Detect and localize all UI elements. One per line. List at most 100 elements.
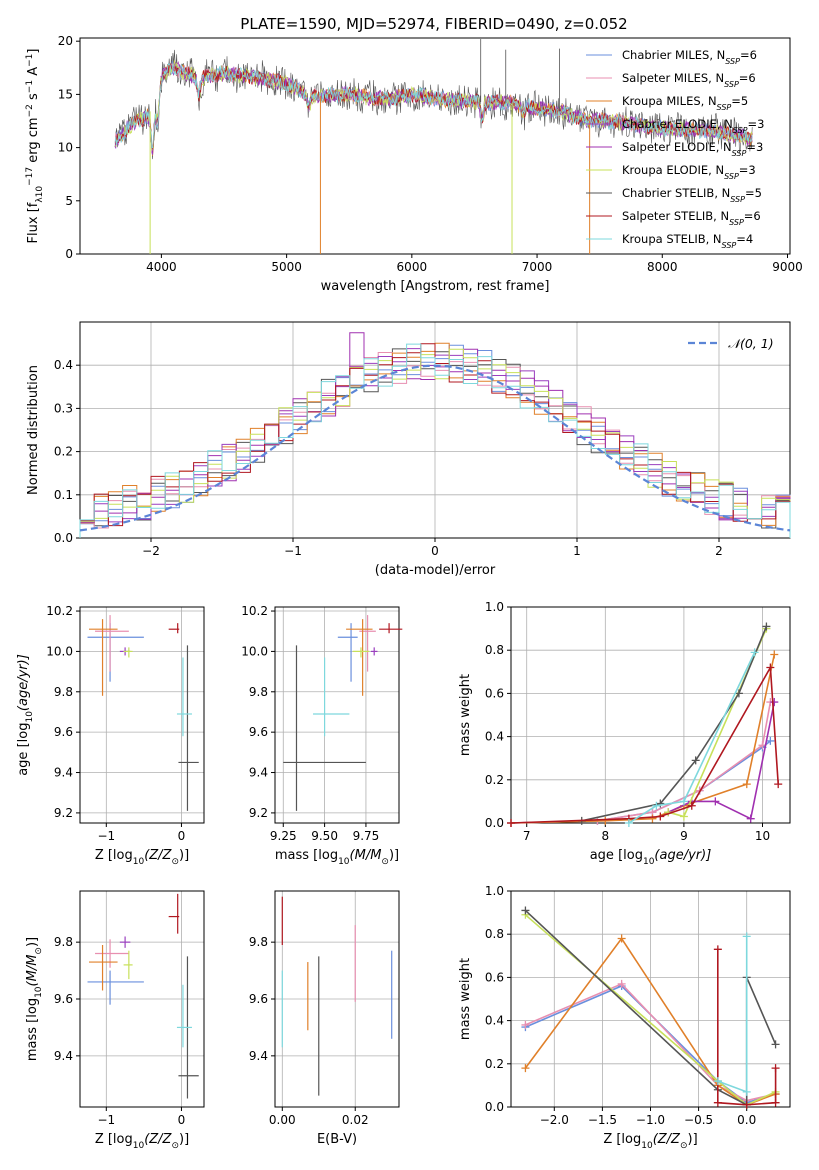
mass-weight-line-8	[628, 652, 756, 824]
x-axis-label-part: mass [log	[275, 848, 338, 863]
x-axis-label-part: ⊙	[680, 1141, 688, 1151]
legend-subscript: SSP	[733, 126, 748, 135]
y-tick-label: 9.6	[54, 725, 73, 739]
y-tick-label: 10.2	[46, 604, 73, 618]
x-axis-label-part: (M/M	[350, 848, 382, 863]
x-axis-label-part: 10	[133, 1141, 145, 1151]
x-axis-label-part: 10	[338, 857, 350, 867]
legend-subscript: SSP	[730, 195, 745, 204]
legend-nssp: =5	[745, 186, 762, 200]
mass-weight-marker-7	[771, 1064, 780, 1073]
legend-subscript: SSP	[717, 103, 732, 112]
mass-weight-marker-6	[734, 689, 743, 698]
y-axis-label-part: 10	[35, 186, 45, 198]
mass-weight-marker-4	[711, 797, 720, 806]
y-axis-label: mass weight	[458, 674, 473, 756]
y-tick-label: 0.1	[54, 488, 73, 502]
legend-model-name: Salpeter STELIB, N	[622, 209, 729, 223]
x-axis-label-part: Z [log	[603, 1132, 641, 1147]
x-tick-label: 9.75	[353, 829, 380, 843]
y-tick-label: 0.8	[485, 643, 504, 657]
y-tick-label: 9.8	[54, 935, 73, 949]
y-tick-label: 0.4	[54, 358, 73, 372]
legend-subscript: SSP	[724, 172, 739, 181]
y-axis-label-part: s	[26, 93, 41, 104]
y-axis-label: age [log10(age/yr)]	[16, 654, 35, 776]
mass-weight-marker-2	[742, 780, 751, 789]
x-axis-label-part: )]	[688, 1132, 698, 1147]
x-tick-label: 0	[178, 829, 186, 843]
mass-weight-marker-4	[770, 698, 779, 707]
legend-model-name: Chabrier ELODIE, N	[622, 117, 733, 131]
legend-nssp: =3	[748, 117, 765, 131]
y-axis-label-part: mass [log	[25, 998, 40, 1061]
y-axis-label: Flux [fλ10−17 erg cm−2 s−1 A−1]	[25, 49, 45, 244]
x-tick-label: −1.5	[588, 1113, 617, 1127]
legend-model-name: Salpeter ELODIE, N	[622, 140, 732, 154]
axes-frame	[274, 606, 400, 824]
y-tick-label: 9.4	[54, 766, 73, 780]
figure-title: PLATE=1590, MJD=52974, FIBERID=0490, z=0…	[240, 15, 627, 33]
y-tick-label: 9.2	[54, 806, 73, 820]
mass-weight-line-5	[524, 914, 776, 1106]
y-axis-label-part: (M/M	[25, 955, 40, 987]
mass-weight-marker-8	[713, 1077, 722, 1086]
mass-weight-marker-2	[648, 814, 657, 823]
y-tick-label: 10.0	[46, 644, 73, 658]
mass-weight-line-7	[510, 664, 779, 824]
y-tick-label: 9.6	[249, 725, 268, 739]
y-tick-label: 15	[58, 87, 73, 101]
x-axis-label-part: (Z/Z	[144, 1132, 172, 1147]
legend-entry-4: Salpeter ELODIE, NSSP=3	[622, 140, 763, 158]
mass-weight-marker-5	[679, 812, 688, 821]
mass-weight-line-2	[510, 654, 776, 824]
y-axis-label-part: age [log	[16, 723, 31, 776]
y-tick-label: 20	[58, 34, 73, 48]
x-axis-label: Z [log10(Z/Z⊙)]	[95, 848, 189, 867]
y-tick-label: 0.2	[54, 445, 73, 459]
x-axis-label: Z [log10(Z/Z⊙)]	[603, 1132, 697, 1151]
x-tick-label: 0	[431, 544, 439, 558]
legend-entry-5: Kroupa ELODIE, NSSP=3	[622, 163, 756, 181]
y-axis-label-part: erg cm	[26, 117, 41, 166]
legend-model-name: Kroupa STELIB, N	[622, 232, 722, 246]
spectrum-panel: 4000 5000 6000 7000 8000 9000 0 5 10 15 20 waveleng…	[25, 34, 803, 294]
x-tick-label: 5000	[271, 260, 302, 274]
x-axis-label: mass [log10(M/M⊙)]	[275, 848, 399, 867]
legend-nssp: =3	[739, 163, 756, 177]
y-tick-label: 9.4	[54, 1049, 73, 1063]
y-tick-label: 0.0	[485, 1100, 504, 1114]
legend-entry-2: Kroupa MILES, NSSP=5	[622, 94, 748, 112]
y-tick-label: 0.6	[485, 686, 504, 700]
x-axis-label-part: )]	[179, 1132, 189, 1147]
y-axis-label-part: 10	[34, 986, 44, 998]
legend-subscript: SSP	[724, 80, 739, 89]
mass-weight-marker-8	[652, 801, 661, 810]
y-tick-label: 0.0	[485, 816, 504, 830]
x-tick-label: 8000	[647, 260, 678, 274]
x-axis-label-part: )]	[389, 848, 399, 863]
y-axis-label-part: (age/yr)]	[16, 654, 31, 711]
legend-nssp: =6	[739, 71, 756, 85]
legend-entry-3: Chabrier ELODIE, NSSP=3	[622, 117, 764, 135]
x-axis-label-part: ⊙	[381, 857, 389, 867]
x-tick-label: 9.50	[311, 829, 338, 843]
legend-entry-1: Salpeter MILES, NSSP=6	[622, 71, 756, 89]
mass-weight-marker-4	[746, 814, 755, 823]
mass-weight-marker-0	[766, 736, 775, 745]
mass-weight-line-8	[717, 936, 748, 1094]
x-tick-label: −2	[142, 544, 160, 558]
x-tick-label: 10	[755, 829, 770, 843]
x-tick-label: −1	[284, 544, 302, 558]
legend-entry-6: Chabrier STELIB, NSSP=5	[622, 186, 762, 204]
mass-weight-marker-7	[507, 819, 515, 827]
mass-weight-marker-8	[679, 797, 688, 806]
y-tick-label: 10.2	[241, 604, 268, 618]
legend-model-name: Chabrier MILES, N	[622, 48, 725, 62]
mass-weight-marker-1	[521, 1020, 530, 1029]
axes-frame	[79, 37, 791, 255]
residual-histogram-panel: −2 −1 0 1 2 0.0 0.1 0.2 0.3 0.4 (data-model)/error…	[26, 321, 791, 578]
legend-nssp: =5	[731, 94, 748, 108]
x-tick-label: 9	[680, 829, 688, 843]
